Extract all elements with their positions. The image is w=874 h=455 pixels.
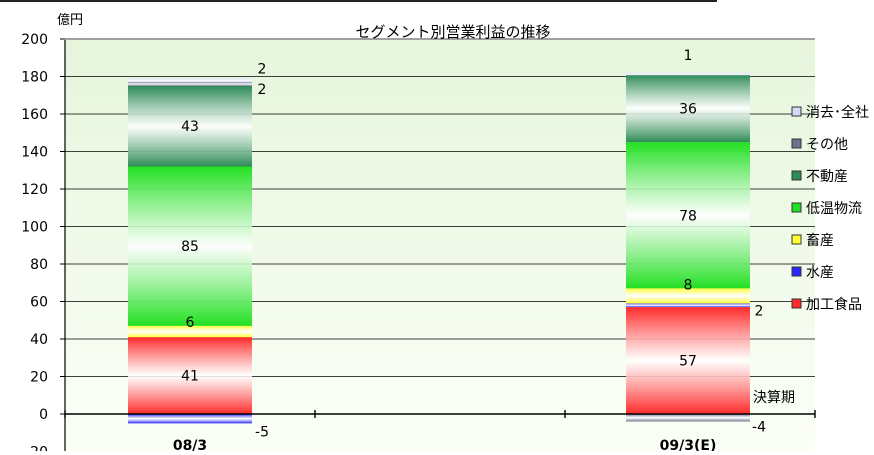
bar-segment	[626, 414, 750, 422]
bar-segment	[128, 166, 252, 326]
y-tick-label: 80	[30, 257, 48, 273]
legend-swatch	[791, 170, 802, 181]
y-unit-label: 億円	[57, 12, 83, 28]
y-tick-label: 40	[30, 332, 48, 348]
legend-swatch	[791, 106, 802, 117]
bar-segment	[626, 74, 750, 143]
legend-label: 水産	[806, 265, 834, 281]
value-label: 8	[684, 277, 693, 293]
value-label: -4	[752, 420, 766, 436]
y-tick-label: 200	[21, 32, 48, 48]
legend-label: 畜産	[806, 233, 834, 249]
value-label: 43	[181, 119, 199, 135]
legend-swatch	[791, 202, 802, 213]
legend-swatch	[791, 234, 802, 245]
x-tick-label: 09/3(E)	[660, 438, 717, 451]
value-label: -5	[255, 424, 269, 440]
legend-label: 不動産	[806, 169, 848, 185]
value-label: 2	[755, 303, 764, 319]
x-tick-label: 08/3	[173, 438, 207, 451]
value-label: 36	[679, 101, 697, 117]
legend-swatch	[791, 266, 802, 277]
bar-segment	[128, 414, 252, 424]
top-border-line	[0, 0, 717, 2]
legend-label: 消去･全社	[806, 104, 869, 121]
bar-segment	[128, 78, 252, 83]
bar-segment	[128, 325, 252, 338]
bar-segment	[128, 85, 252, 167]
legend-label: その他	[806, 137, 848, 153]
legend-swatch	[791, 298, 802, 309]
value-label: 41	[181, 369, 199, 385]
bar-segment	[128, 337, 252, 414]
value-label: 6	[186, 315, 195, 331]
y-tick-label: 180	[21, 70, 48, 86]
bar-segment	[626, 288, 750, 304]
bar-segment	[626, 303, 750, 308]
bar-segment	[128, 82, 252, 86]
y-tick-label: 140	[21, 145, 48, 161]
bar-segment	[626, 72, 750, 76]
x-axis-title: 決算期	[753, 390, 795, 406]
bar-segment	[626, 307, 750, 414]
value-label: 2	[258, 82, 267, 98]
y-tick-label: 100	[21, 220, 48, 236]
y-tick-label: 160	[21, 107, 48, 123]
value-label: 2	[258, 61, 267, 77]
y-tick-label: 20	[30, 370, 48, 386]
y-tick-label: -20	[25, 445, 48, 452]
chart-title: セグメント別営業利益の推移	[355, 23, 550, 41]
legend-swatch	[791, 138, 802, 149]
y-tick-label: 60	[30, 295, 48, 311]
bar-segment	[626, 142, 750, 289]
value-label: 57	[679, 354, 697, 370]
y-tick-label: 120	[21, 182, 48, 198]
legend-label: 低温物流	[806, 201, 862, 217]
value-label: 85	[181, 239, 199, 255]
value-label: 1	[684, 48, 693, 64]
legend-label: 加工食品	[806, 296, 862, 313]
value-label: 78	[679, 208, 697, 224]
y-tick-label: 0	[39, 407, 48, 423]
